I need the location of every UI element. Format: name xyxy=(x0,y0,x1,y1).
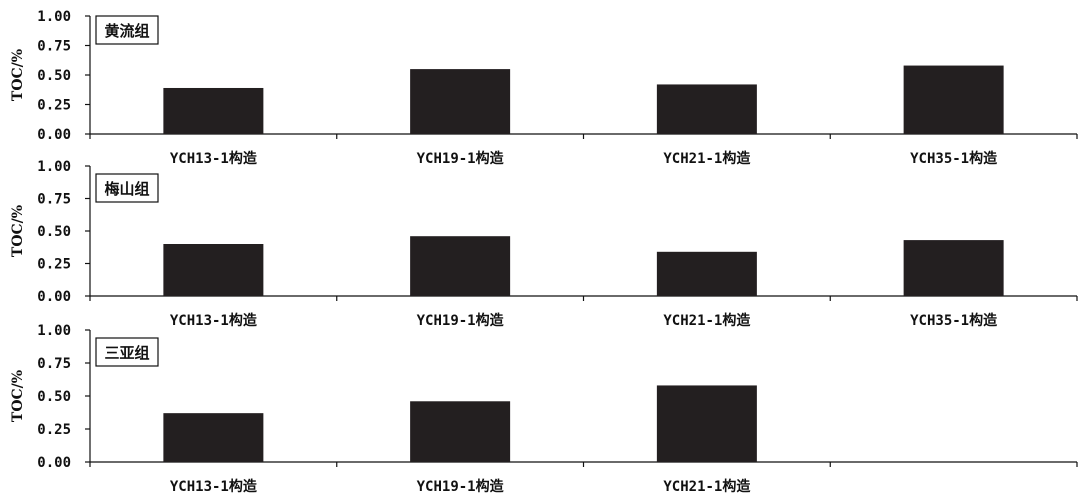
bar xyxy=(163,87,264,134)
y-tick-label: 0.00 xyxy=(37,127,71,143)
x-category-label: YCH13-1构造 xyxy=(170,312,257,329)
panel-title-box xyxy=(95,15,159,45)
bar xyxy=(410,401,511,462)
panel-title: 黄流组 xyxy=(104,22,149,40)
y-tick-label: 0.50 xyxy=(37,224,71,240)
x-category-label: YCH13-1构造 xyxy=(170,478,257,495)
y-tick-label: 0.75 xyxy=(37,356,71,372)
bar xyxy=(903,240,1004,296)
x-category-label: YCH35-1构造 xyxy=(910,150,997,167)
bar xyxy=(656,84,757,134)
bar xyxy=(410,69,511,134)
y-axis-label: TOC/% xyxy=(10,370,26,422)
panel-title-box xyxy=(95,173,159,203)
x-category-label: YCH19-1构造 xyxy=(417,478,504,495)
bar xyxy=(410,236,511,296)
y-tick-label: 0.25 xyxy=(37,257,71,273)
y-tick-label: 0.25 xyxy=(37,98,71,114)
y-axis-label: TOC/% xyxy=(10,205,26,257)
y-tick-label: 1.00 xyxy=(37,323,71,339)
panel-title: 梅山组 xyxy=(104,180,149,198)
panel-title: 三亚组 xyxy=(104,344,149,362)
bar xyxy=(903,65,1004,134)
y-tick-label: 1.00 xyxy=(37,159,71,175)
x-category-label: YCH21-1构造 xyxy=(663,312,750,329)
y-tick-label: 0.00 xyxy=(37,455,71,471)
x-category-label: YCH35-1构造 xyxy=(910,312,997,329)
x-category-label: YCH19-1构造 xyxy=(417,312,504,329)
bar xyxy=(656,385,757,462)
bar xyxy=(163,413,264,462)
y-tick-label: 0.00 xyxy=(37,289,71,305)
y-tick-label: 0.50 xyxy=(37,68,71,84)
panel-title-box xyxy=(95,337,159,367)
y-tick-label: 0.50 xyxy=(37,389,71,405)
y-tick-label: 0.75 xyxy=(37,192,71,208)
y-tick-label: 1.00 xyxy=(37,9,71,25)
x-category-label: YCH13-1构造 xyxy=(170,150,257,167)
bar xyxy=(163,244,264,296)
y-tick-label: 0.75 xyxy=(37,39,71,55)
x-category-label: YCH21-1构造 xyxy=(663,150,750,167)
y-tick-label: 0.25 xyxy=(37,422,71,438)
x-category-label: YCH21-1构造 xyxy=(663,478,750,495)
bar xyxy=(656,251,757,296)
x-category-label: YCH19-1构造 xyxy=(417,150,504,167)
y-axis-label: TOC/% xyxy=(10,49,26,101)
